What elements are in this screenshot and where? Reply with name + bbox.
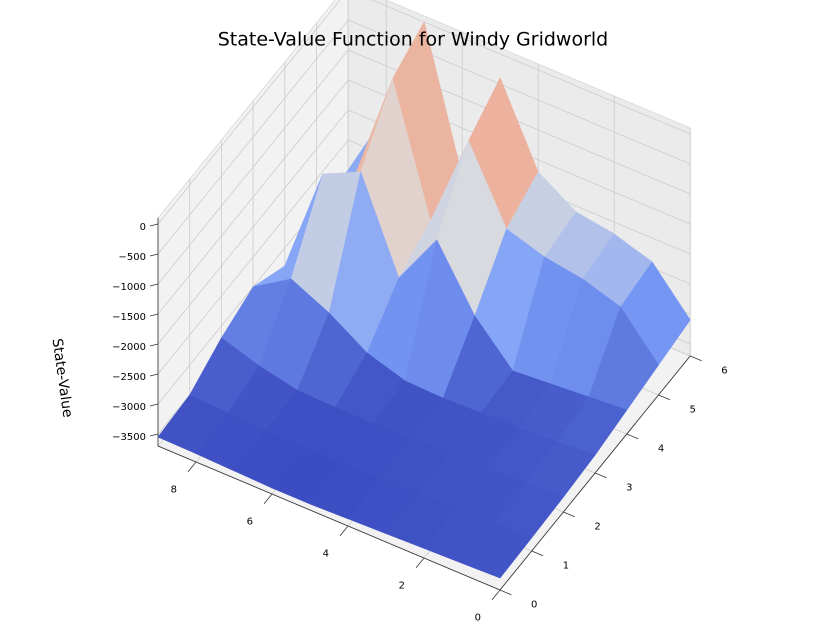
tick-mark xyxy=(563,511,575,518)
y-tick-label: 1 xyxy=(563,560,569,571)
grid-line xyxy=(157,109,349,345)
y-tick-label: 0 xyxy=(531,599,537,610)
surface-patch xyxy=(461,522,533,579)
tick-mark xyxy=(491,589,501,601)
tick-mark xyxy=(415,557,425,569)
grid-line xyxy=(157,139,349,375)
tick-mark xyxy=(531,550,544,557)
tick-mark xyxy=(149,223,159,227)
y-tick-label: 3 xyxy=(626,482,632,493)
z-tick-label: 0 xyxy=(140,222,146,233)
z-tick-label: −2000 xyxy=(112,342,146,353)
labels: 0 2 4 6 8 0 1 2 3 4 5 6 0 −500 −1000 −1500 −2000 −2500 −30… xyxy=(112,222,727,623)
z-axis-label: State-Value xyxy=(49,337,76,418)
y-axis-line xyxy=(499,355,691,591)
tick-mark xyxy=(339,525,349,537)
tick-mark xyxy=(149,313,159,317)
z-tick-label: −3000 xyxy=(112,402,146,413)
x-tick-label: 8 xyxy=(171,484,177,495)
tick-mark xyxy=(149,283,159,287)
tick-mark xyxy=(149,253,159,257)
tick-mark xyxy=(149,343,159,347)
tick-mark xyxy=(658,394,671,401)
y-tick-label: 6 xyxy=(721,365,727,376)
grid-line xyxy=(157,79,349,315)
tick-mark xyxy=(690,355,702,362)
grid-line xyxy=(157,0,341,225)
tick-mark xyxy=(499,589,512,596)
x-tick-label: 6 xyxy=(247,516,253,527)
grid-line xyxy=(157,19,349,255)
grid-line xyxy=(157,49,349,285)
chart-title: State-Value Function for Windy Gridworld xyxy=(218,29,609,51)
tick-mark xyxy=(149,373,159,377)
x-axis-line xyxy=(157,445,501,591)
z-tick-label: −2500 xyxy=(112,372,146,383)
y-tick-label: 4 xyxy=(658,443,664,454)
z-tick-label: −3500 xyxy=(112,432,146,443)
tick-mark xyxy=(594,472,607,479)
x-tick-label: 2 xyxy=(399,580,405,591)
surface xyxy=(157,21,691,579)
tick-mark xyxy=(263,493,273,505)
tick-mark xyxy=(149,403,159,407)
tick-mark xyxy=(626,433,639,440)
x-tick-label: 4 xyxy=(323,548,329,559)
y-tick-label: 2 xyxy=(594,521,600,532)
y-tick-label: 5 xyxy=(690,404,696,415)
x-tick-label: 0 xyxy=(475,612,481,623)
z-tick-label: −500 xyxy=(119,252,146,263)
tick-mark xyxy=(149,433,159,437)
tick-mark xyxy=(187,461,197,473)
grid-line xyxy=(370,0,691,135)
z-tick-label: −1500 xyxy=(112,312,146,323)
z-tick-label: −1000 xyxy=(112,282,146,293)
grid-line xyxy=(348,19,691,165)
